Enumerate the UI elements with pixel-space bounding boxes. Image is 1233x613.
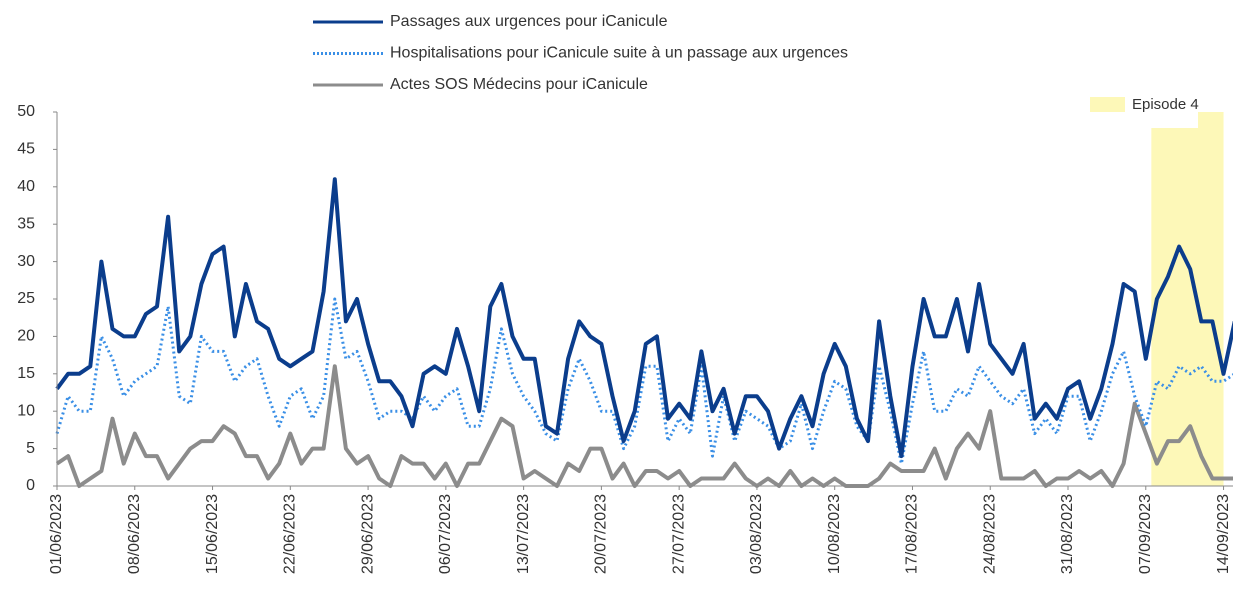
x-tick-label: 08/06/2023 <box>126 494 143 574</box>
x-tick-label: 13/07/2023 <box>515 494 532 574</box>
y-tick-label: 0 <box>26 477 35 494</box>
x-tick-label: 14/09/2023 <box>1215 494 1232 574</box>
y-tick-label: 40 <box>17 178 35 195</box>
y-tick-label: 35 <box>17 215 35 232</box>
x-tick-label: 06/07/2023 <box>437 494 454 574</box>
y-tick-label: 10 <box>17 402 35 419</box>
series-line <box>55 297 1233 466</box>
y-tick-label: 25 <box>17 290 35 307</box>
series-line <box>55 364 1233 488</box>
y-tick-label: 20 <box>17 328 35 345</box>
x-tick-label: 15/06/2023 <box>204 494 221 574</box>
y-tick-label: 45 <box>17 141 35 158</box>
y-tick-label: 30 <box>17 253 35 270</box>
x-tick-label: 29/06/2023 <box>359 494 376 574</box>
y-tick-label: 15 <box>17 365 35 382</box>
x-tick-label: 31/08/2023 <box>1059 494 1076 574</box>
y-tick-label: 5 <box>26 440 35 457</box>
x-tick-label: 10/08/2023 <box>826 494 843 574</box>
legend-label: Hospitalisations pour iCanicule suite à … <box>390 45 848 62</box>
axes: 0 5 10 15 20 25 30 35 40 45 50 01/06/2023 08/06/2023… <box>17 13 1233 574</box>
y-tick-label: 50 <box>17 103 35 120</box>
legend-label: Episode 4 <box>1132 96 1199 113</box>
plot-area <box>55 112 1233 488</box>
x-tick-label: 17/08/2023 <box>904 494 921 574</box>
x-tick-label: 24/08/2023 <box>981 494 998 574</box>
x-tick-label: 01/06/2023 <box>48 494 65 574</box>
x-tick-label: 03/08/2023 <box>748 494 765 574</box>
x-tick-label: 27/07/2023 <box>670 494 687 574</box>
x-tick-label: 22/06/2023 <box>282 494 299 574</box>
x-tick-label: 07/09/2023 <box>1137 494 1154 574</box>
highlight-band <box>1151 112 1224 486</box>
legend-swatch <box>1090 97 1125 112</box>
series-line <box>55 177 1233 459</box>
legend-label: Passages aux urgences pour iCanicule <box>390 13 668 30</box>
legend-label: Actes SOS Médecins pour iCanicule <box>390 76 648 93</box>
x-tick-label: 20/07/2023 <box>593 494 610 574</box>
